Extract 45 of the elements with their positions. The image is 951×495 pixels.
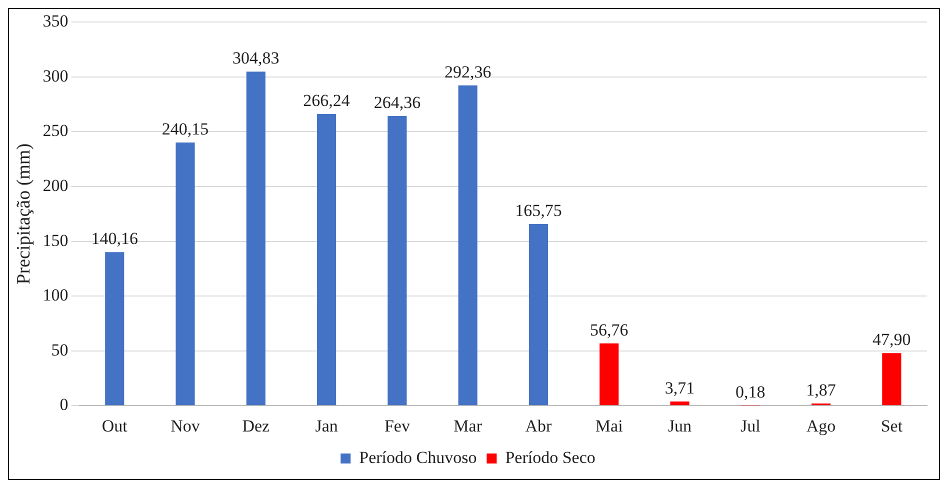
data-label: 264,36 xyxy=(374,92,421,112)
y-tick-label: 100 xyxy=(42,286,68,305)
legend-label: Período Seco xyxy=(505,448,596,467)
x-tick-label: Jun xyxy=(668,416,692,436)
x-tick-label: Mai xyxy=(595,416,624,436)
data-label: 0,18 xyxy=(736,382,766,402)
bar xyxy=(670,402,690,406)
data-label: 56,76 xyxy=(590,320,628,340)
data-label: 266,24 xyxy=(303,90,350,110)
x-tick-label: Out xyxy=(102,416,128,436)
bar xyxy=(105,252,124,406)
y-axis-title: Precipitação (mm) xyxy=(13,143,34,284)
y-tick-label: 0 xyxy=(60,395,68,414)
data-label: 292,36 xyxy=(444,62,492,82)
x-tick-label: Nov xyxy=(170,416,200,436)
bar xyxy=(176,142,195,406)
y-tick-label: 50 xyxy=(51,340,68,360)
data-label: 165,75 xyxy=(515,201,562,220)
data-label: 304,83 xyxy=(232,48,280,68)
x-tick-label: Abr xyxy=(525,416,552,436)
data-label: 140,16 xyxy=(91,229,138,248)
x-tick-label: Jan xyxy=(315,416,338,436)
legend-label: Período Chuvoso xyxy=(359,448,477,467)
bar xyxy=(882,353,902,406)
x-tick-label: Set xyxy=(880,416,903,436)
bar xyxy=(246,72,266,406)
y-tick-label: 250 xyxy=(42,121,68,140)
bar xyxy=(458,85,478,406)
x-tick-label: Dez xyxy=(242,416,270,436)
x-tick-label: Fev xyxy=(384,416,410,436)
bar xyxy=(600,343,619,406)
data-label: 3,71 xyxy=(664,378,695,398)
y-tick-label: 150 xyxy=(42,230,68,250)
bar xyxy=(388,116,407,406)
x-tick-label: Ago xyxy=(806,416,836,436)
bar xyxy=(528,224,548,406)
data-label: 47,90 xyxy=(872,330,911,350)
data-label: 1,87 xyxy=(806,380,836,400)
y-tick-label: 300 xyxy=(42,66,68,86)
y-tick-label: 200 xyxy=(42,176,68,195)
bar xyxy=(317,114,336,406)
x-tick-label: Jul xyxy=(740,416,761,436)
x-tick-label: Mar xyxy=(454,416,482,436)
y-tick-label: 350 xyxy=(42,12,68,31)
data-label: 240,15 xyxy=(162,120,209,138)
